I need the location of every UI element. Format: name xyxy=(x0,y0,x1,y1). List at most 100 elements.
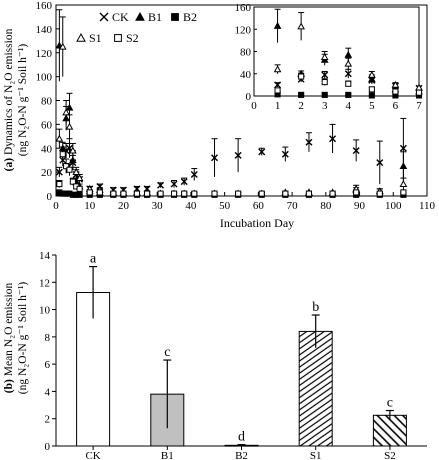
panel-a-inset-ytick-label: 120 xyxy=(235,24,252,36)
panel-a-point xyxy=(59,151,66,158)
panel-a-point xyxy=(352,147,360,155)
panel-a-ytick-label: 60 xyxy=(41,119,53,131)
panel-a-inset-point xyxy=(368,75,376,83)
panel-a-point xyxy=(157,181,165,189)
panel-b-ytick-label: 4 xyxy=(45,386,51,398)
panel-a-point xyxy=(305,138,313,146)
panel-a-point xyxy=(65,103,74,111)
panel-a-xtick-label: 110 xyxy=(419,200,436,212)
panel-a-point xyxy=(110,190,117,197)
panel-b-ylabel: (b) Mean N₂O emission xyxy=(3,283,15,394)
panel-b-ylabel-units: (ng N₂O-N g⁻¹ Soil h⁻¹) xyxy=(17,282,29,395)
panel-a-point xyxy=(258,190,265,197)
panel-a-xtick-label: 80 xyxy=(320,200,332,212)
panel-a-inset-point xyxy=(391,80,400,88)
panel-a-point xyxy=(157,190,164,197)
panel-a-legend: CK B1 B2 S1 S2 xyxy=(76,10,197,45)
panel-a-point xyxy=(56,181,63,188)
panel-a-xtick-label: 30 xyxy=(152,200,164,212)
panel-a-inset-point xyxy=(415,89,423,96)
panel-a-point xyxy=(305,190,313,197)
panel-a-point xyxy=(376,159,384,167)
panel-a-inset-xtick-label: 5 xyxy=(369,100,375,112)
panel-b-category-label: B2 xyxy=(235,450,248,460)
panel-a-point xyxy=(190,171,198,179)
panel-a-inset-point xyxy=(321,71,329,79)
panel-a-point xyxy=(62,108,70,116)
panel-a-inset-ytick-label: 80 xyxy=(240,47,252,59)
panel-a-point xyxy=(235,190,242,197)
panel-a-point xyxy=(191,190,198,197)
panel-a-point xyxy=(75,174,84,181)
panel-a-point xyxy=(399,144,407,152)
panel-a-point xyxy=(180,178,188,186)
panel-a-inset-ytick-label: 160 xyxy=(235,2,252,14)
panel-a-ytick-label: 120 xyxy=(36,48,53,60)
panel-a-ylabel-units: (ng N₂O-N g⁻¹ Soil h⁻¹) xyxy=(17,44,29,157)
panel-b-category-label: S2 xyxy=(384,450,396,460)
panel-a-legend-marker-S2 xyxy=(114,34,122,42)
panel-a-point xyxy=(181,190,188,197)
panel-a-inset-point xyxy=(345,80,352,87)
panel-a-inset-point xyxy=(344,50,353,58)
panel-a-point xyxy=(400,189,407,196)
panel-a-legend-label: B1 xyxy=(148,10,162,24)
panel-b-ytick-label: 12 xyxy=(39,277,50,289)
panel-a-inset-ytick-label: 40 xyxy=(240,69,252,81)
panel-a-legend-label: S2 xyxy=(126,31,139,45)
panel-b-bar-S1 xyxy=(298,330,333,447)
panel-a-legend-marker-S1 xyxy=(76,32,86,42)
panel-a-inset-xtick-label: 7 xyxy=(416,100,422,112)
panel-a-inset-xtick-label: 4 xyxy=(346,100,352,112)
panel-a-inset-series-S1 xyxy=(273,12,423,91)
panel-a-inset-xtick-label: 0 xyxy=(251,100,257,112)
panel-a-xtick-label: 40 xyxy=(185,200,197,212)
panel-a-inset-point xyxy=(344,70,352,78)
panel-a-point xyxy=(234,151,242,159)
panel-b-ytick-label: 14 xyxy=(39,250,51,262)
panel-a-point xyxy=(329,135,337,143)
panel-b-ytick-label: 10 xyxy=(39,305,51,317)
panel-a-inset-point xyxy=(298,73,305,80)
panel-b-category-label: S1 xyxy=(310,450,322,460)
panel-a-xlabel: Incubation Day xyxy=(220,216,294,230)
panel-b-chart: 0 2 4 6 8 10 12 14 a CK c B1 d B2 b S1 c S2 (b) Mean N₂O … xyxy=(3,250,427,460)
panel-a-point xyxy=(399,180,408,187)
panel-a-xtick-label: 60 xyxy=(253,200,265,212)
panel-b-ylabel-line1: Mean N₂O emission xyxy=(3,283,15,377)
panel-a-legend-marker-B2 xyxy=(171,13,179,21)
panel-b-ytick-label: 2 xyxy=(45,414,51,426)
panel-a-point xyxy=(353,189,360,196)
panel-a-inset-xtick-label: 6 xyxy=(393,100,399,112)
panel-a-inset-point xyxy=(297,22,305,30)
panel-a-ytick-label: 80 xyxy=(41,96,53,108)
panel-a-xtick-label: 50 xyxy=(219,200,231,212)
panel-b-category-label: CK xyxy=(85,450,100,460)
panel-a-point xyxy=(211,154,219,162)
panel-a-inset-xtick-label: 2 xyxy=(298,100,304,112)
panel-a-inset-point xyxy=(344,59,353,67)
panel-a-series-S2 xyxy=(56,146,407,197)
panel-b-significance-letter: b xyxy=(312,300,319,315)
panel-a-point xyxy=(170,180,178,188)
panel-a-point xyxy=(329,190,336,197)
panel-a-inset-point xyxy=(368,70,376,78)
panel-a-inset: 0 40 80 120 160 0 1 2 3 4 5 6 7 xyxy=(235,2,423,112)
panel-a-point xyxy=(76,191,83,198)
panel-a-point xyxy=(120,190,127,197)
panel-b-ytick-label: 0 xyxy=(45,441,51,453)
panel-a-ylabel: (a) Dynamics of N₂O emission xyxy=(3,28,15,171)
panel-b-bar-S2 xyxy=(372,414,407,447)
panel-a-point xyxy=(65,122,74,130)
panel-a-ytick-label: 160 xyxy=(36,0,53,12)
panel-a-xtick-label: 0 xyxy=(53,200,59,212)
panel-a-point xyxy=(55,168,63,176)
panel-a-inset-point xyxy=(273,65,282,73)
panel-a-ylabel-line1: Dynamics of N₂O emission xyxy=(3,28,15,155)
panel-a-point xyxy=(399,162,408,170)
panel-b-plot-area: 0 2 4 6 8 10 12 14 a CK c B1 d B2 b S1 c S2 xyxy=(39,250,427,460)
panel-a-point xyxy=(58,42,67,50)
panel-a-xtick-label: 90 xyxy=(354,200,366,212)
panel-a-point xyxy=(258,148,266,156)
